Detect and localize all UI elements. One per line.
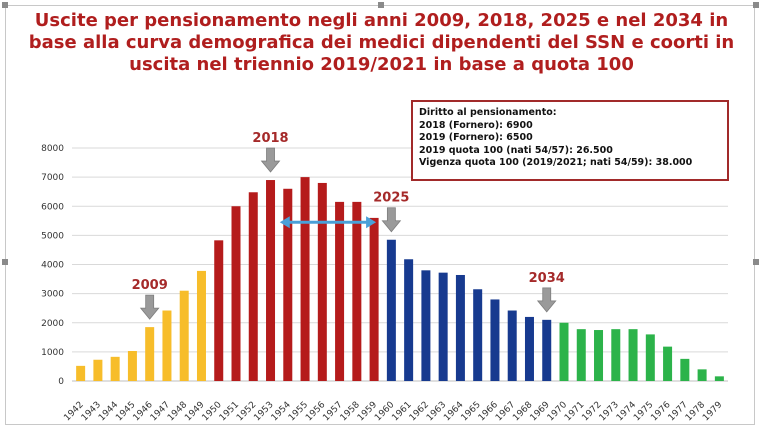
resize-handle-top-center[interactable]: [378, 2, 384, 8]
y-tick-label: 0: [58, 377, 64, 387]
double-arrow-left-head: [279, 216, 290, 229]
bar-1963: [438, 272, 448, 381]
bar-1953: [266, 180, 276, 381]
retirement-info-box: Diritto al pensionamento: 2018 (Fornero)…: [411, 100, 729, 181]
bar-1950: [214, 240, 224, 381]
bar-1960: [386, 239, 396, 381]
bar-1959: [369, 217, 379, 381]
bar-1969: [542, 319, 552, 381]
y-tick-label: 3000: [41, 290, 64, 300]
double-arrow-right-head: [366, 216, 377, 229]
y-tick-label: 8000: [41, 144, 64, 154]
bar-1955: [300, 177, 310, 381]
annotation-label-2009: 2009: [132, 278, 168, 293]
annotation-arrow-2034: [536, 287, 557, 313]
bar-1970: [559, 322, 569, 381]
bar-1956: [317, 182, 327, 381]
bar-1952: [248, 192, 258, 381]
bar-1943: [93, 359, 103, 381]
resize-handle-middle-left[interactable]: [2, 259, 8, 265]
bar-1957: [335, 201, 345, 381]
info-box-heading: Diritto al pensionamento:: [419, 107, 557, 118]
title-line-2: base alla curva demografica dei medici d…: [28, 32, 735, 53]
x-tick-label: 1979: [701, 400, 724, 423]
bar-1976: [663, 346, 673, 381]
bar-1978: [697, 369, 707, 381]
y-tick-label: 5000: [41, 231, 64, 241]
info-box-line-1: 2018 (Fornero): 6900: [419, 119, 533, 131]
bar-1964: [455, 274, 465, 381]
y-tick-label: 4000: [41, 261, 64, 271]
y-tick-label: 1000: [41, 348, 64, 358]
bar-1958: [352, 201, 362, 381]
bar-1968: [524, 316, 534, 381]
annotation-label-2025: 2025: [373, 191, 409, 206]
annotation-arrow-2025: [381, 207, 402, 233]
bar-1947: [162, 310, 172, 381]
bar-1971: [576, 329, 586, 381]
bar-1945: [127, 351, 137, 381]
bar-1979: [714, 376, 724, 381]
bar-1954: [283, 188, 293, 381]
bar-1975: [645, 334, 655, 381]
annotation-arrow-2018: [260, 147, 281, 173]
resize-handle-top-right[interactable]: [753, 2, 759, 8]
chart-title: Uscite per pensionamento negli anni 2009…: [0, 10, 763, 76]
bar-1962: [421, 270, 431, 381]
y-tick-label: 6000: [41, 202, 64, 212]
bar-1967: [507, 310, 517, 381]
bar-1977: [680, 358, 690, 381]
info-box-line-2: 2019 (Fornero): 6500: [419, 132, 533, 143]
bar-1965: [473, 289, 483, 381]
bar-1946: [145, 327, 155, 381]
bar-1972: [594, 330, 604, 381]
bar-1966: [490, 299, 500, 381]
bar-1974: [628, 329, 638, 381]
resize-handle-middle-right[interactable]: [753, 259, 759, 265]
bar-1949: [196, 270, 206, 381]
bar-1961: [404, 259, 414, 381]
resize-handle-top-left[interactable]: [2, 2, 8, 8]
bar-1973: [611, 329, 621, 381]
y-tick-label: 7000: [41, 173, 64, 183]
info-box-line-4: Vigenza quota 100 (2019/2021; nati 54/59…: [419, 157, 693, 168]
annotation-arrow-2009: [139, 294, 160, 320]
info-box-line-3: 2019 quota 100 (nati 54/57): 26.500: [419, 144, 613, 156]
title-line-1: Uscite per pensionamento negli anni 2009…: [34, 10, 729, 31]
bar-1944: [110, 356, 120, 381]
annotation-label-2034: 2034: [529, 271, 565, 286]
y-tick-label: 2000: [41, 319, 64, 329]
title-line-3: uscita nel triennio 2019/2021 in base a …: [129, 54, 634, 75]
bar-1942: [76, 365, 86, 381]
annotation-label-2018: 2018: [252, 131, 288, 146]
bar-1951: [231, 206, 241, 381]
bar-1948: [179, 290, 189, 381]
